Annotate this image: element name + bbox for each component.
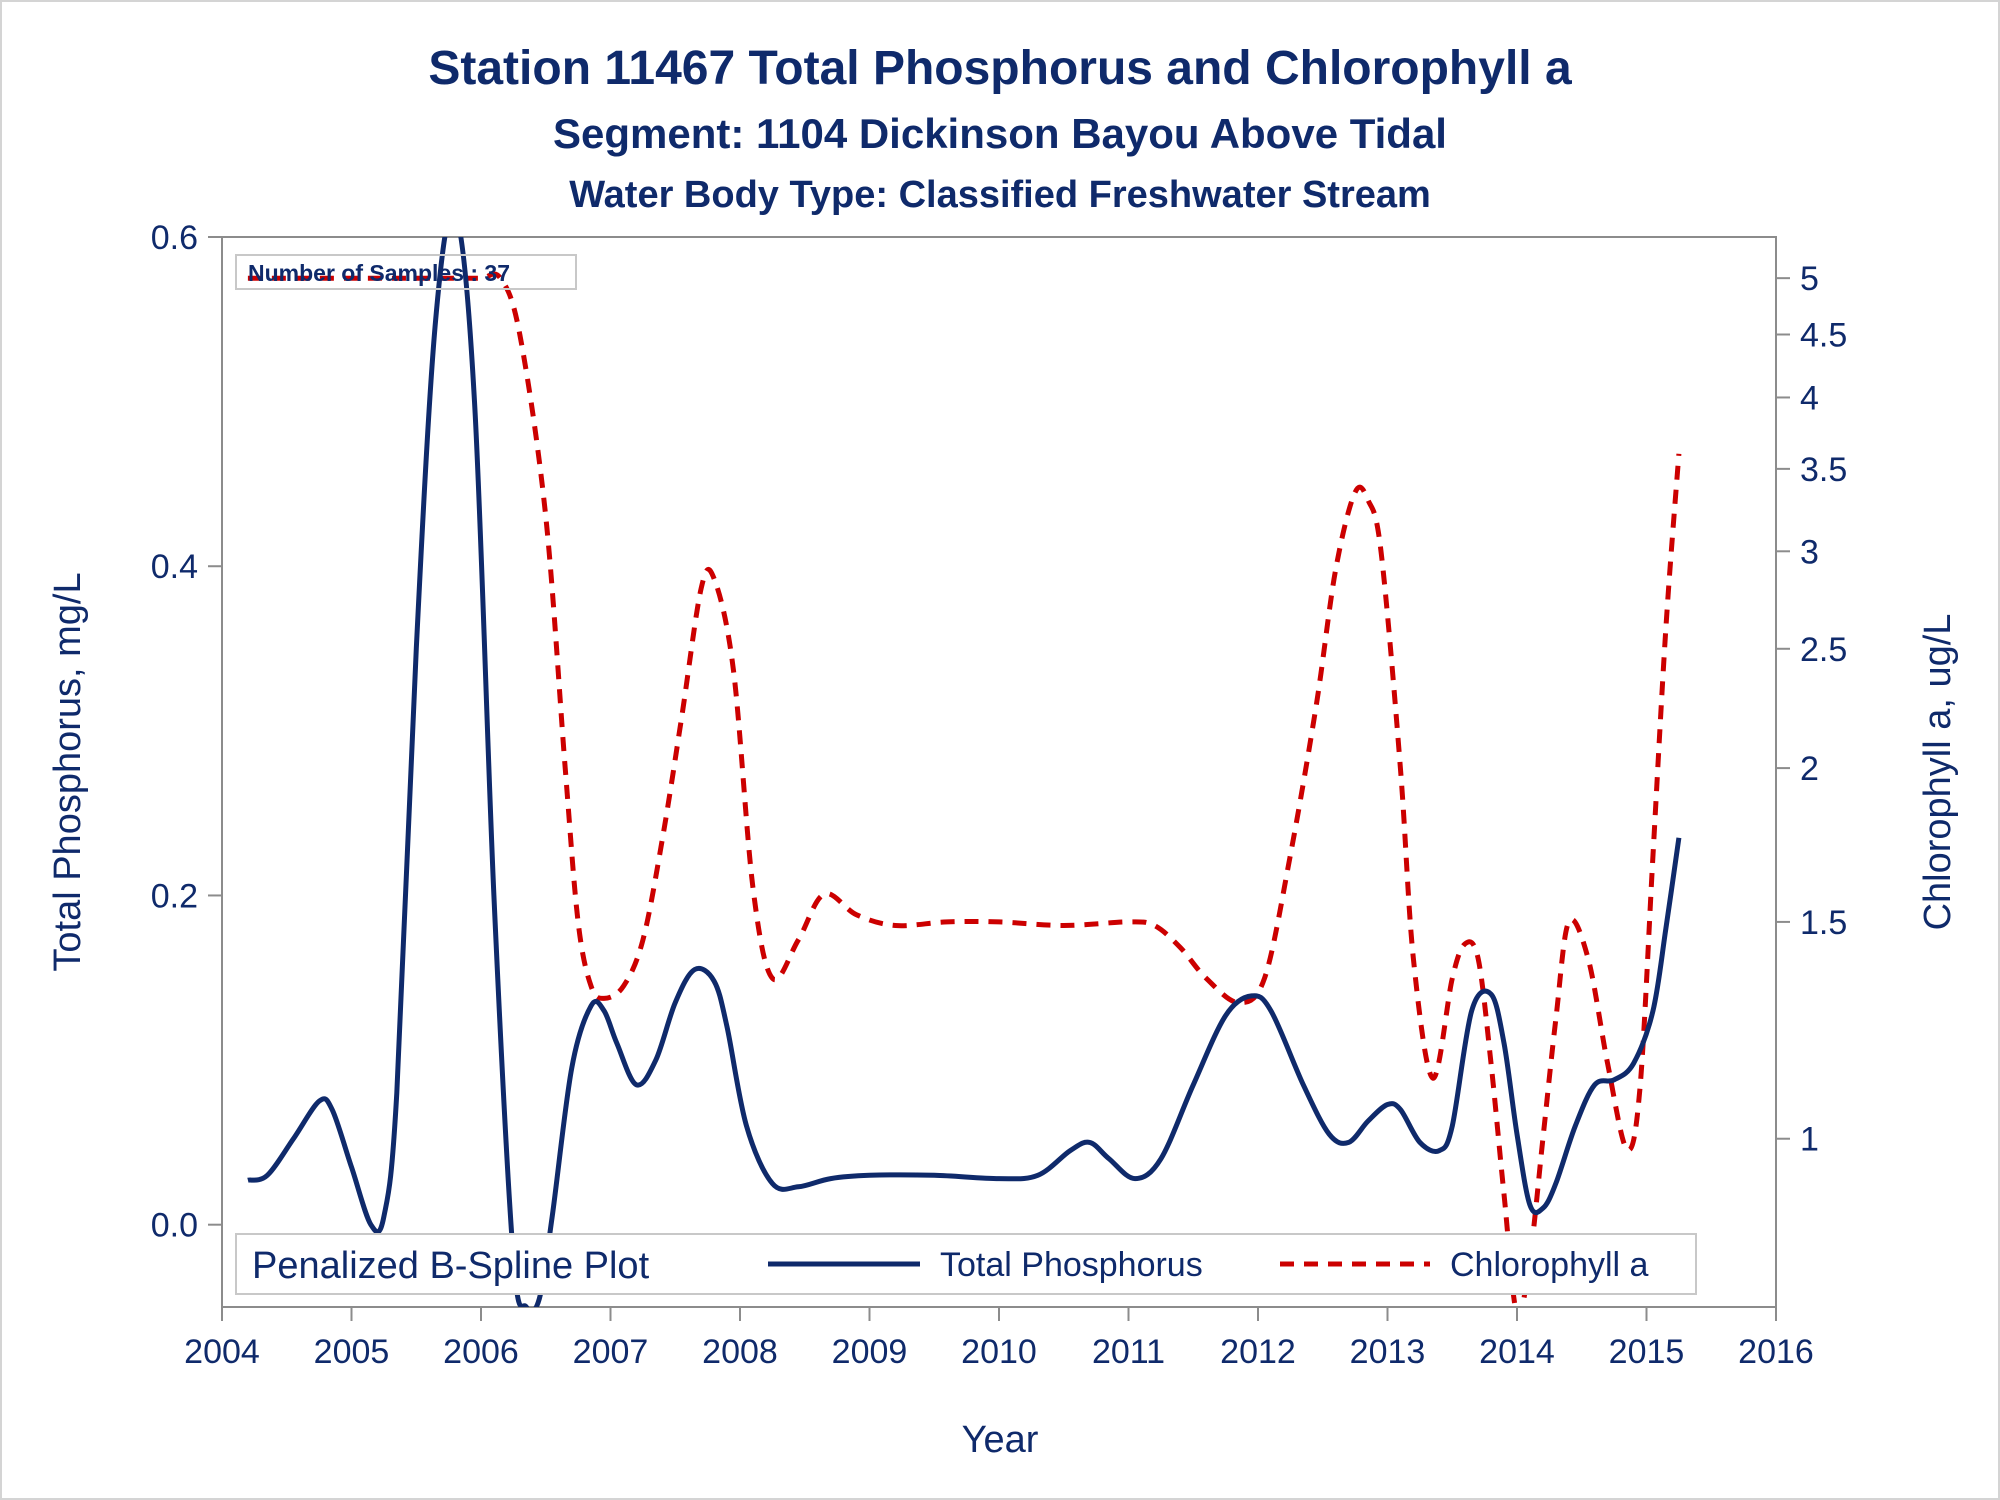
- y2-tick-label: 1: [1800, 1121, 1819, 1159]
- x-tick-label: 2015: [1609, 1333, 1685, 1371]
- y-tick-label: 0.0: [151, 1207, 198, 1245]
- y-tick-label: 0.6: [151, 219, 198, 257]
- y2-tick-label: 4: [1800, 379, 1819, 417]
- series-line-total-phosphorus: [247, 237, 1682, 1307]
- y2-tick-label: 5: [1800, 260, 1819, 298]
- legend-frame: [235, 1233, 1697, 1295]
- sample-count-label: Number of Samples : 37: [248, 260, 510, 286]
- legend-entry-chlorophyll-a: Chlorophyll a: [1450, 1246, 1649, 1284]
- x-tick-label: 2004: [184, 1333, 260, 1371]
- y2-tick-label: 3: [1800, 533, 1819, 571]
- y-axis-right: 1 1.5 2 2.5 3 3.5 4 4.5 5: [1776, 260, 1847, 1159]
- sample-count-frame: [235, 254, 577, 290]
- x-tick-label: 2009: [832, 1333, 908, 1371]
- y-axis-left: 0.0 0.2 0.4 0.6: [151, 219, 222, 1245]
- x-tick-label: 2006: [443, 1333, 519, 1371]
- x-tick-label: 2008: [702, 1333, 778, 1371]
- y-axis-label: Total Phosphorus, mg/L: [47, 572, 89, 971]
- y2-tick-label: 4.5: [1800, 316, 1847, 354]
- series-line-chlorophyll-a: [247, 271, 1682, 1307]
- y2-tick-label: 2: [1800, 750, 1819, 788]
- y2-tick-label: 1.5: [1800, 904, 1847, 942]
- chart-subtitle: Segment: 1104 Dickinson Bayou Above Tida…: [553, 110, 1447, 157]
- x-tick-label: 2005: [314, 1333, 390, 1371]
- x-tick-label: 2014: [1479, 1333, 1555, 1371]
- legend-entry-total-phosphorus: Total Phosphorus: [940, 1246, 1203, 1284]
- x-axis-label: Year: [962, 1419, 1039, 1461]
- x-tick-label: 2013: [1350, 1333, 1426, 1371]
- x-tick-label: 2011: [1092, 1333, 1165, 1371]
- x-tick-label: 2012: [1220, 1333, 1296, 1371]
- legend-title: Penalized B-Spline Plot: [252, 1245, 650, 1287]
- x-tick-label: 2007: [573, 1333, 649, 1371]
- sample-count-box: Number of Samples : 37: [235, 254, 577, 290]
- x-tick-label: 2010: [961, 1333, 1037, 1371]
- legend: Penalized B-Spline Plot Total Phosphorus…: [235, 1233, 1697, 1295]
- chart-subtitle-2: Water Body Type: Classified Freshwater S…: [569, 174, 1431, 216]
- y2-tick-label: 3.5: [1800, 451, 1847, 489]
- y2-axis-label: Chlorophyll a, ug/L: [1917, 614, 1959, 931]
- y-tick-label: 0.2: [151, 877, 198, 915]
- y2-tick-label: 2.5: [1800, 631, 1847, 669]
- y-tick-label: 0.4: [151, 548, 198, 586]
- x-tick-label: 2016: [1738, 1333, 1814, 1371]
- x-axis: 2004 2005 2006 2007 2008 2009 2010 2011 2012 2013…: [184, 1307, 1814, 1371]
- chart-title: Station 11467 Total Phosphorus and Chlor…: [428, 42, 1572, 95]
